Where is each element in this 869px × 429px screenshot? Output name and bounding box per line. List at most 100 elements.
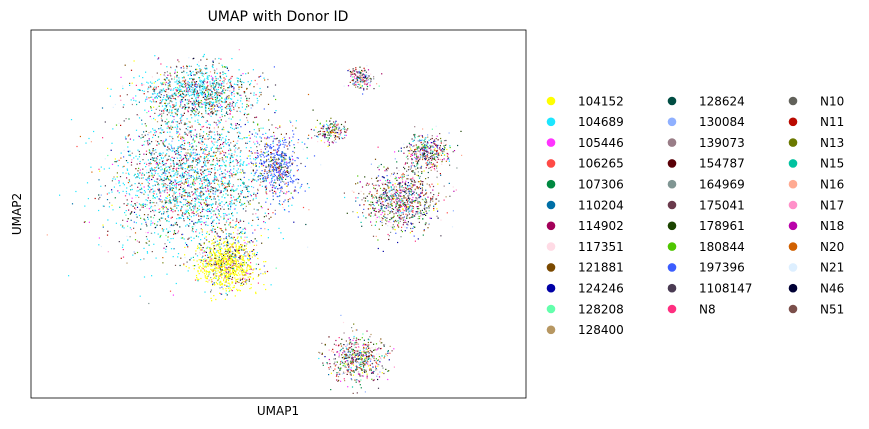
data-point [172,187,175,189]
data-point [235,244,237,246]
data-point [212,155,214,157]
data-point [147,194,149,196]
data-point [183,112,185,114]
data-point [170,114,172,117]
data-point [165,81,167,83]
data-point [238,281,240,283]
data-point [205,146,207,149]
data-point [213,238,215,240]
data-point [188,132,190,134]
data-point [214,269,216,271]
data-point [273,131,275,134]
data-point [159,235,161,237]
data-point [268,218,270,220]
data-point [155,160,157,162]
data-point [237,236,239,238]
data-point [252,169,254,171]
data-point [206,231,208,233]
data-point [208,261,210,263]
data-point [225,193,227,195]
data-point [233,190,236,192]
data-point [180,186,182,188]
data-point [247,257,249,260]
data-point [221,82,223,85]
data-point [233,208,236,210]
data-point [216,216,218,218]
data-point [167,125,169,127]
data-point [161,168,163,170]
data-point [208,154,210,156]
data-point [167,210,169,212]
data-point [152,217,155,219]
data-point [106,193,108,195]
data-point [118,159,120,161]
data-point [216,262,218,265]
data-point [222,264,224,266]
data-point [225,261,227,263]
data-point [215,147,217,149]
data-point [204,67,206,69]
data-point [200,187,202,189]
data-point [165,178,167,181]
data-point [384,219,387,221]
data-point [151,173,153,175]
data-point [142,168,144,170]
data-point [182,86,185,88]
data-point [222,259,224,261]
data-point [133,157,135,159]
data-point [109,202,111,204]
data-point [212,258,214,260]
data-point [167,92,169,94]
data-point [224,175,226,177]
data-point [240,172,242,174]
data-point [176,132,178,135]
data-point [134,239,137,241]
data-point [192,160,194,162]
data-point [88,137,90,140]
data-point [177,170,179,172]
data-point [139,188,141,191]
data-point [232,271,234,273]
data-point [230,80,232,82]
data-point [228,149,230,152]
data-point [154,129,156,131]
data-point [249,84,251,86]
data-point [194,115,196,117]
data-point [235,248,238,250]
data-point [232,140,235,142]
data-point [194,140,196,142]
data-point [223,151,225,154]
data-point [227,81,229,83]
data-point [413,194,416,196]
data-point [230,161,232,164]
data-point [201,206,203,208]
data-point [180,154,182,156]
data-point [402,187,404,189]
data-point [231,258,233,260]
data-point [214,176,216,178]
data-point [207,103,209,105]
data-point [189,154,191,156]
data-point [205,95,207,97]
data-point [245,274,247,276]
data-point [184,189,186,191]
data-point [250,262,252,264]
data-point [115,222,117,224]
data-point [201,100,203,102]
data-point [255,94,257,96]
data-point [228,269,230,271]
data-point [243,249,245,251]
data-point [207,158,209,160]
data-point [143,174,145,176]
data-point [231,194,233,197]
data-point [188,95,190,97]
data-point [188,214,191,217]
cluster-3 [343,146,457,252]
data-point [232,261,234,263]
data-point [184,104,186,106]
data-point [193,112,195,114]
data-point [215,237,217,239]
data-point [248,97,250,100]
data-point [203,149,205,151]
data-point [233,285,235,287]
